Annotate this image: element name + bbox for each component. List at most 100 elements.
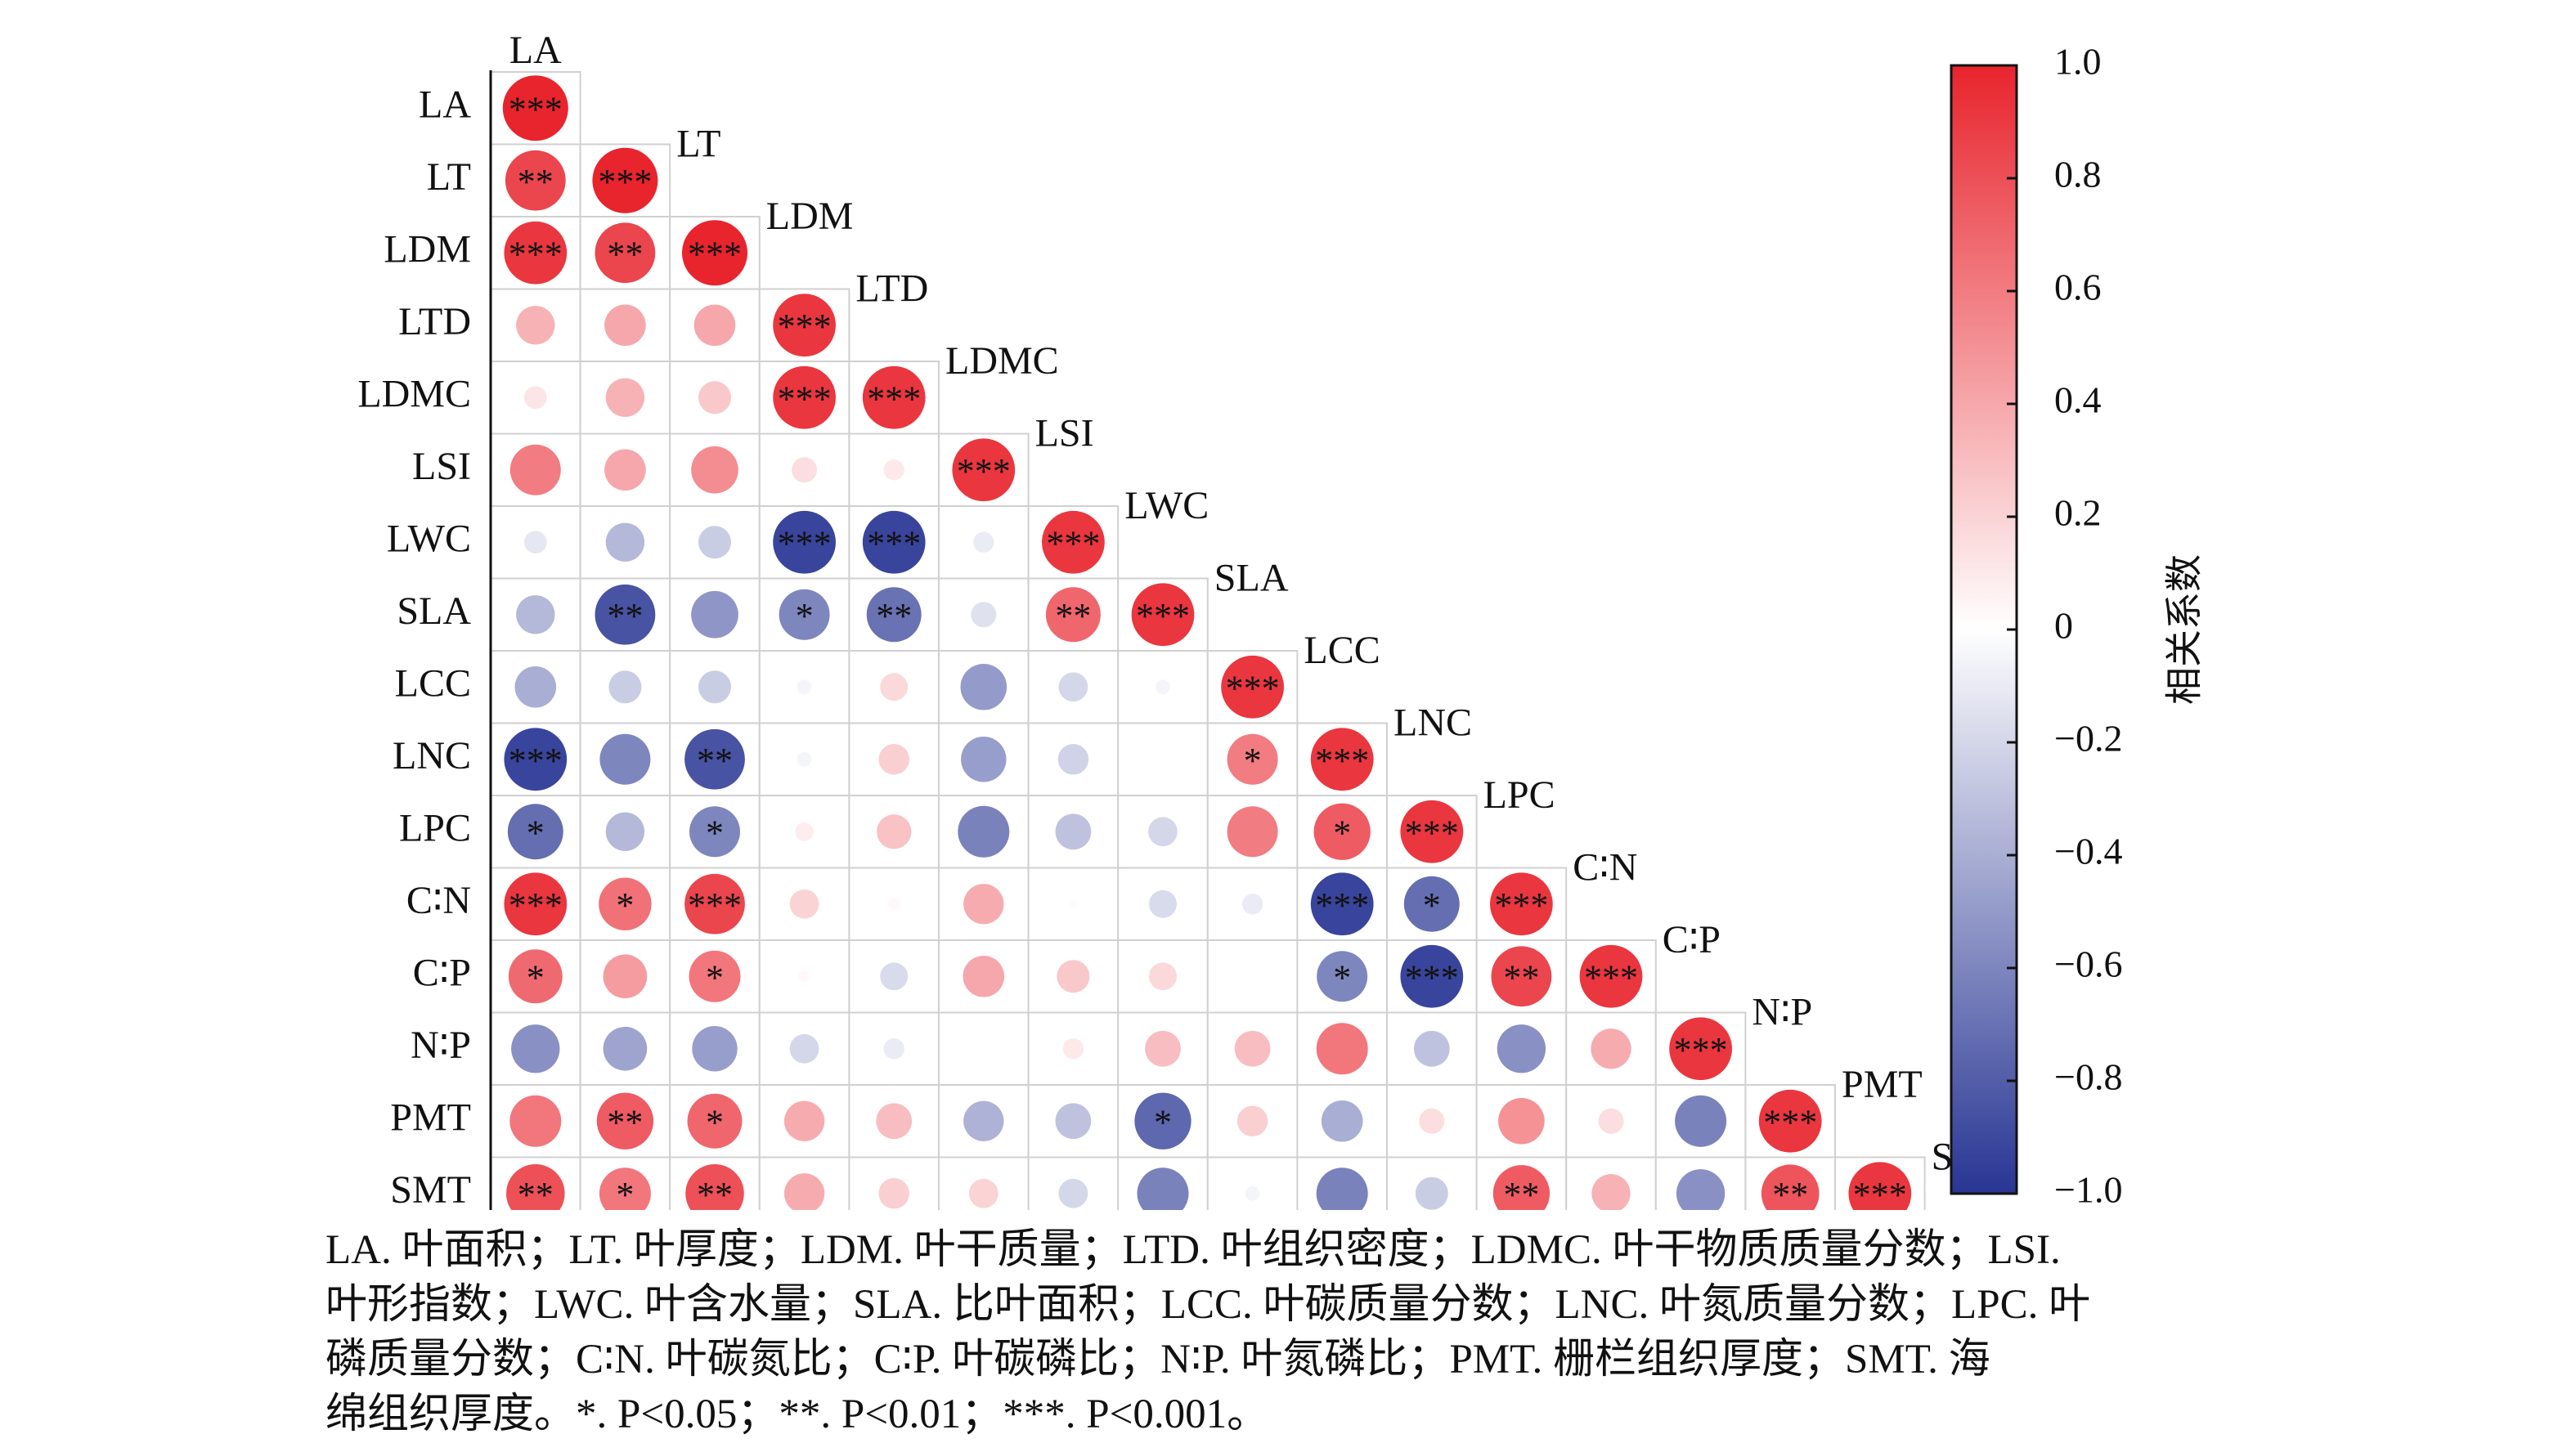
colorbar-tick-label: −0.6 xyxy=(2054,943,2122,985)
correlation-circle xyxy=(1149,962,1177,991)
matrix-cell xyxy=(1206,1156,1299,1210)
correlation-circle xyxy=(603,1026,648,1071)
correlation-circle xyxy=(952,438,1016,502)
correlation-circle xyxy=(1403,876,1460,932)
correlation-circle xyxy=(595,584,656,645)
correlation-circle xyxy=(1492,1165,1551,1210)
significance-star: *** xyxy=(1763,1102,1817,1142)
colorbar-tick-label: 0.8 xyxy=(2054,154,2102,195)
diagonal-label: LDM xyxy=(766,195,854,238)
significance-star: *** xyxy=(509,89,563,129)
correlation-circle xyxy=(1042,510,1105,574)
significance-star: * xyxy=(706,1102,724,1142)
significance-star: ** xyxy=(607,1102,643,1142)
correlation-circle xyxy=(1415,1176,1448,1210)
correlation-circle xyxy=(502,75,568,141)
correlation-circle xyxy=(1245,1185,1260,1201)
colorbar-tick-label: 1.0 xyxy=(2054,41,2102,83)
correlation-circle xyxy=(693,304,736,347)
correlation-circle xyxy=(1221,655,1284,719)
correlation-circle xyxy=(1413,1030,1450,1067)
correlation-circle xyxy=(797,679,812,695)
correlation-circle xyxy=(514,666,557,708)
figure-caption: LA. 叶面积；LT. 叶厚度；LDM. 叶干质量；LTD. 叶组织密度；LDM… xyxy=(325,1223,2272,1442)
significance-star: ** xyxy=(518,162,554,202)
correlation-circle xyxy=(504,872,568,936)
row-label: LSI xyxy=(412,445,471,488)
colorbar-tick-label: 0.6 xyxy=(2054,267,2102,308)
row-label: LDMC xyxy=(357,372,471,415)
correlation-circle xyxy=(789,889,819,919)
diagonal-label: SLA xyxy=(1214,557,1289,600)
significance-star: ** xyxy=(607,596,643,636)
correlation-circle xyxy=(783,1100,825,1141)
correlation-circle xyxy=(971,602,997,628)
correlation-circle xyxy=(961,737,1007,782)
correlation-circle xyxy=(698,526,731,559)
correlation-circle xyxy=(1058,672,1088,702)
correlation-circle xyxy=(1591,1028,1631,1069)
diagonal-label: LCC xyxy=(1304,629,1380,672)
correlation-circle xyxy=(504,221,568,285)
correlation-circle xyxy=(1579,944,1643,1008)
correlation-circle xyxy=(504,728,568,791)
correlation-circle xyxy=(596,1092,654,1150)
correlation-circle xyxy=(506,1163,565,1210)
significance-star: *** xyxy=(1674,1030,1728,1070)
diagonal-label: LNC xyxy=(1393,701,1472,745)
diagonal-label: LWC xyxy=(1124,484,1209,527)
correlation-circle xyxy=(792,457,818,483)
correlation-circle xyxy=(698,381,731,415)
colorbar: 1.0 0.8 0.6 0.4 0.2 0 −0.2 −0.4 −0.6 −0.8 −1.0 相关系… xyxy=(1950,41,2206,1210)
correlation-circle xyxy=(1400,800,1464,863)
correlation-circle xyxy=(789,1033,819,1064)
significance-star: ** xyxy=(607,234,643,274)
colorbar-tick-label: 0.4 xyxy=(2054,379,2102,421)
correlation-circle xyxy=(523,386,547,410)
significance-star: * xyxy=(1333,957,1351,997)
correlation-circle xyxy=(963,1100,1004,1141)
correlation-circle xyxy=(1321,1100,1363,1142)
diagonal-label: C∶P xyxy=(1663,918,1721,961)
correlation-circle xyxy=(866,587,922,643)
correlation-circle xyxy=(1310,872,1374,936)
correlation-circle xyxy=(1419,1108,1445,1134)
correlation-circle xyxy=(1134,1092,1192,1150)
significance-star: *** xyxy=(778,379,832,419)
correlation-circle xyxy=(684,873,745,934)
matrix-axes xyxy=(489,70,492,1210)
correlation-circle xyxy=(1068,899,1079,909)
correlation-circle xyxy=(505,150,566,211)
correlation-circle xyxy=(523,531,547,554)
correlation-chart: LALTLDMLTDLDMCLSILWCSLALCCLNCLPCC∶NC∶PN∶… xyxy=(357,29,2206,1210)
colorbar-tick-label: 0 xyxy=(2054,605,2073,647)
correlation-circle xyxy=(1149,890,1177,918)
correlation-circle xyxy=(797,751,812,767)
correlation-circle xyxy=(1497,1024,1546,1073)
correlation-circle xyxy=(599,1167,651,1210)
correlation-circle xyxy=(599,877,652,930)
correlation-circle xyxy=(1055,813,1092,850)
correlation-circle xyxy=(595,222,656,284)
correlation-circle xyxy=(963,955,1005,997)
significance-star: *** xyxy=(1853,1175,1907,1210)
correlation-circle xyxy=(689,950,741,1002)
correlation-circle xyxy=(963,884,1004,925)
row-label: LDM xyxy=(384,227,471,271)
correlation-circle xyxy=(605,812,645,851)
correlation-circle xyxy=(1491,946,1552,1007)
correlation-circle xyxy=(795,822,814,841)
significance-star: *** xyxy=(957,451,1011,491)
diagonal-label: LSI xyxy=(1035,412,1094,455)
correlation-circles xyxy=(502,75,1912,1210)
significance-star: *** xyxy=(1136,596,1190,636)
significance-star: ** xyxy=(1503,957,1539,997)
significance-star: * xyxy=(1154,1102,1172,1142)
correlation-circle xyxy=(773,365,836,429)
row-label: LT xyxy=(427,155,471,199)
correlation-circle xyxy=(689,806,740,858)
correlation-circle xyxy=(1316,1167,1368,1210)
correlation-circle xyxy=(1676,1169,1726,1210)
correlation-circle xyxy=(603,954,648,999)
